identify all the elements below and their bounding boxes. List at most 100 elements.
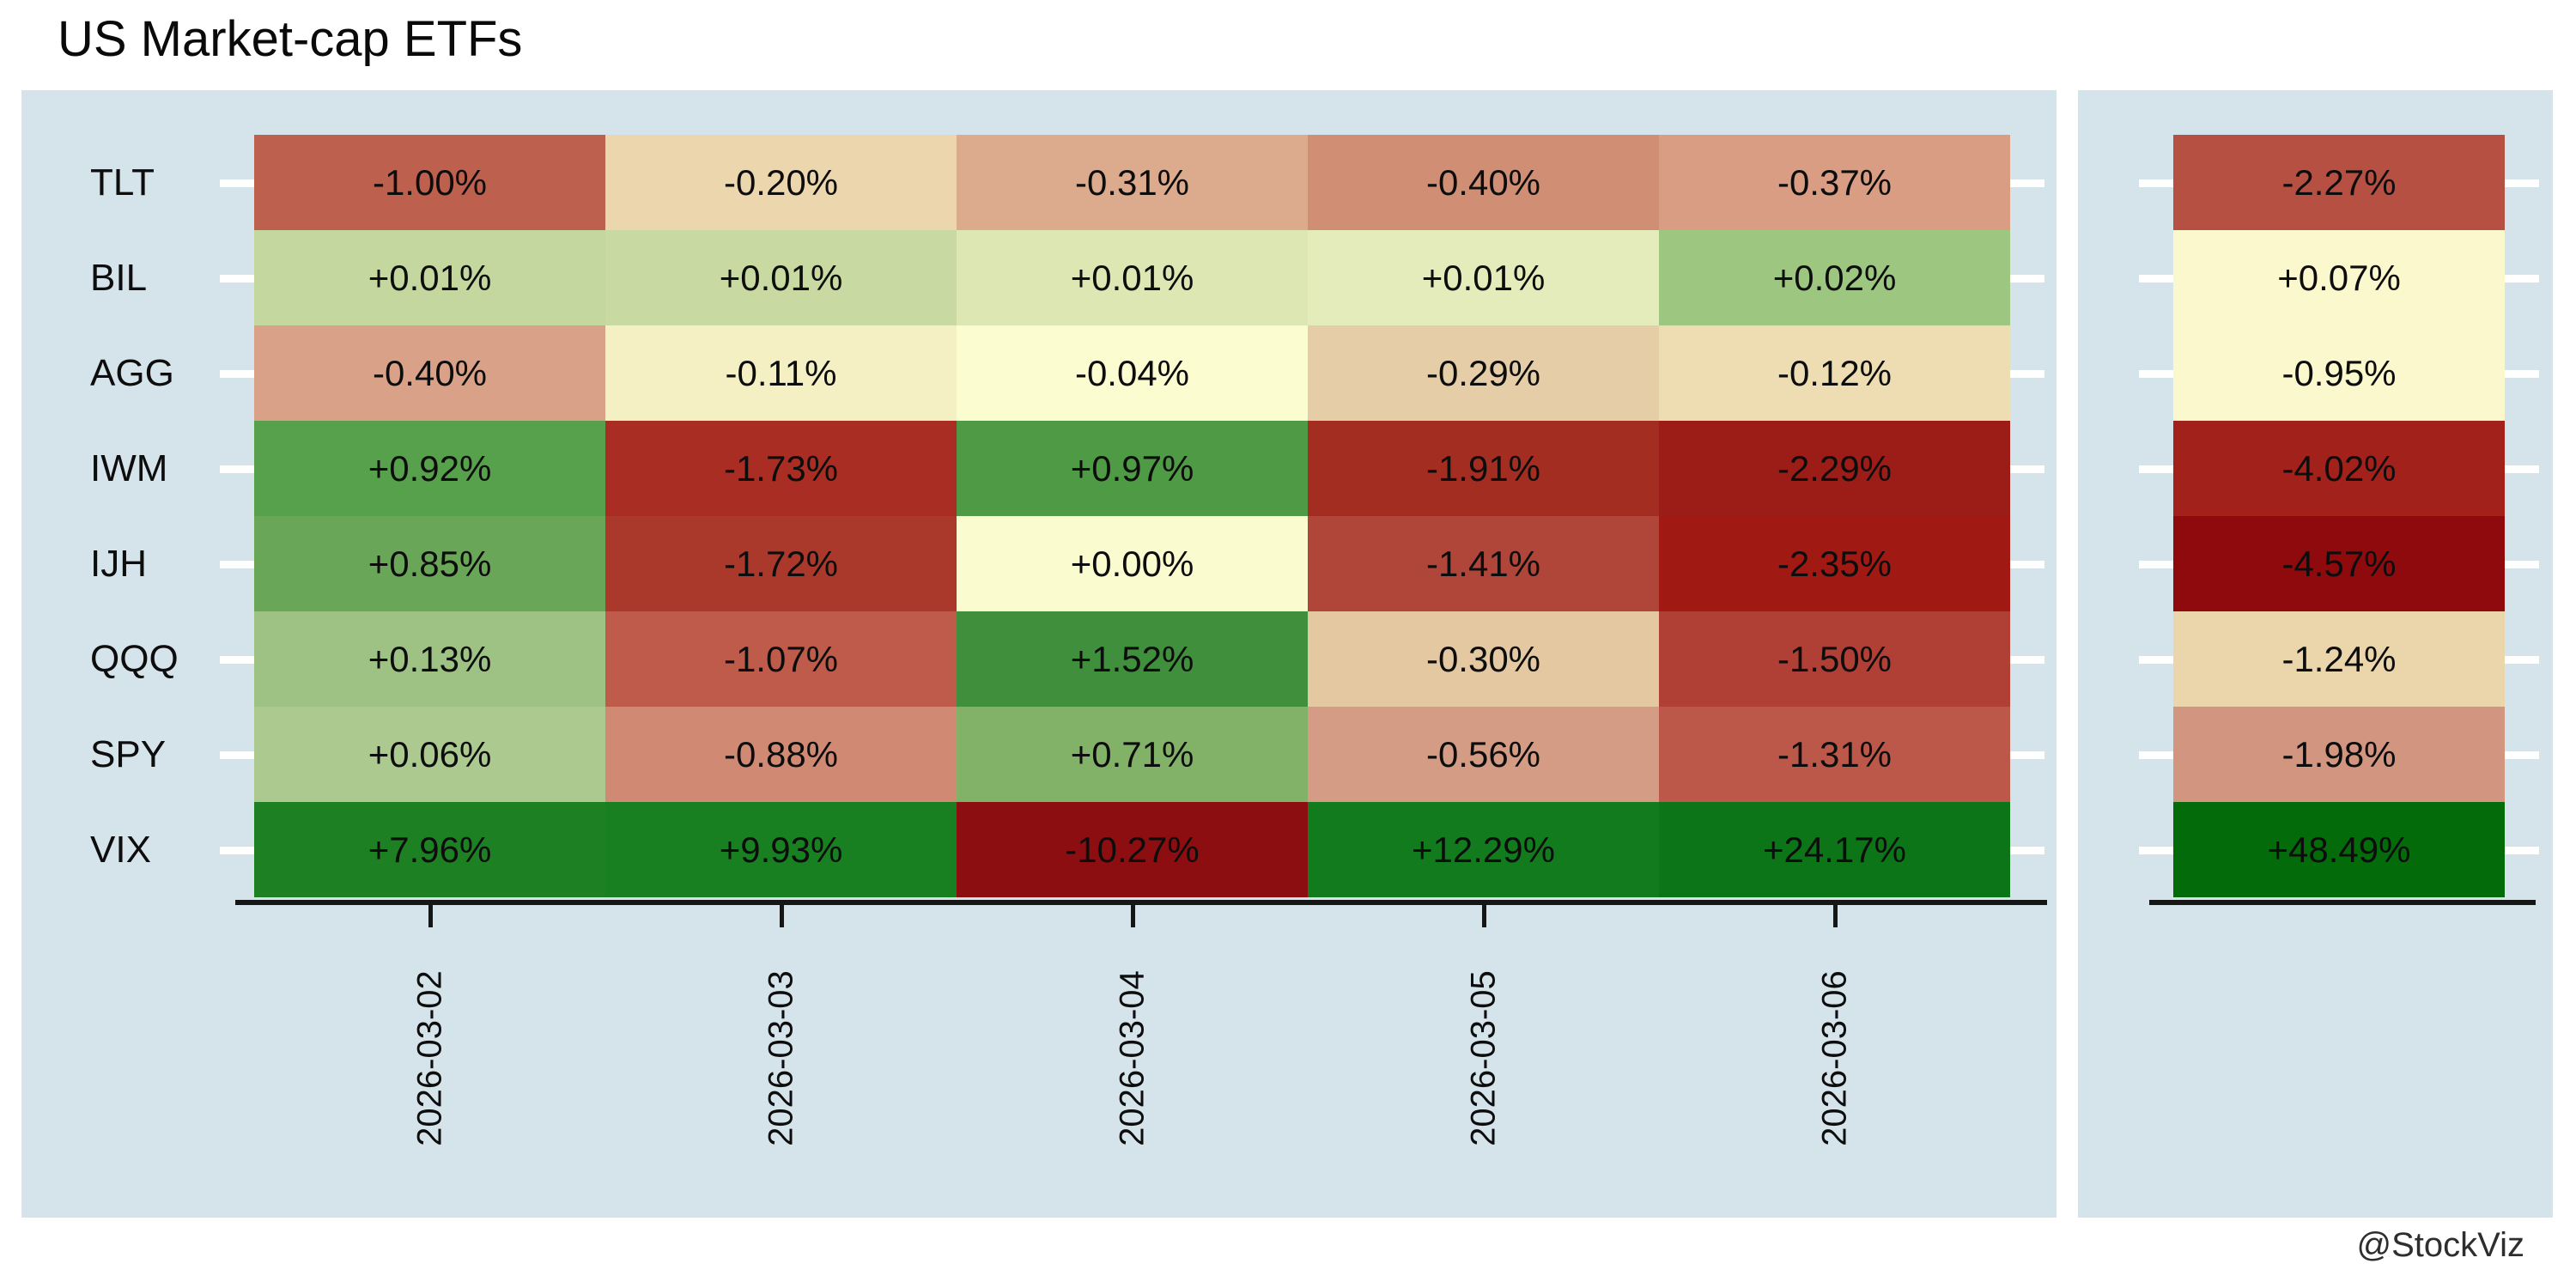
- date-label: 2026-03-05: [1464, 970, 1502, 1146]
- heatmap-cell: -1.41%: [1308, 516, 1659, 611]
- total-cell: -1.24%: [2173, 611, 2505, 707]
- tick-dash: [220, 750, 254, 759]
- heatmap-cell: -0.40%: [1308, 135, 1659, 230]
- tick-dash: [2139, 560, 2173, 568]
- heatmap-cell: -0.56%: [1308, 707, 1659, 802]
- page-title: US Market-cap ETFs: [58, 11, 523, 67]
- heatmap-cell: -10.27%: [957, 802, 1308, 897]
- heatmap-cell: -2.29%: [1659, 421, 2010, 516]
- date-label: 2026-03-02: [410, 970, 448, 1146]
- column-tick: [779, 903, 784, 927]
- tick-dash: [2505, 465, 2539, 473]
- tick-dash: [2505, 274, 2539, 283]
- heatmap-cell: +0.06%: [254, 707, 605, 802]
- tick-dash: [2139, 750, 2173, 759]
- heatmap-cell: +0.01%: [605, 230, 957, 325]
- heatmap-cell: +0.01%: [1308, 230, 1659, 325]
- heatmap-cell: +0.92%: [254, 421, 605, 516]
- total-cell: -4.57%: [2173, 516, 2505, 611]
- heatmap-cell: -0.11%: [605, 325, 957, 421]
- tick-dash: [2139, 655, 2173, 664]
- tick-dash: [2010, 274, 2044, 283]
- tick-dash: [2139, 846, 2173, 854]
- heatmap-cell: -0.29%: [1308, 325, 1659, 421]
- heatmap-cell: -1.00%: [254, 135, 605, 230]
- total-cell: +48.49%: [2173, 802, 2505, 897]
- tick-dash: [2010, 465, 2044, 473]
- tick-dash: [2139, 274, 2173, 283]
- date-label: 2026-03-03: [762, 970, 799, 1146]
- heatmap-cell: -0.30%: [1308, 611, 1659, 707]
- tick-dash: [220, 465, 254, 473]
- row-label: BIL: [90, 256, 148, 299]
- tick-dash: [220, 655, 254, 664]
- row-label: QQQ: [90, 637, 179, 680]
- tick-dash: [220, 369, 254, 378]
- tick-dash: [2010, 560, 2044, 568]
- heatmap-cell: +0.85%: [254, 516, 605, 611]
- row-label: IWM: [90, 447, 168, 489]
- heatmap-cell: +0.71%: [957, 707, 1308, 802]
- row-label: VIX: [90, 828, 151, 871]
- column-tick: [1481, 903, 1486, 927]
- heatmap-cell: +9.93%: [605, 802, 957, 897]
- tick-dash: [2139, 465, 2173, 473]
- heatmap-cell: +1.52%: [957, 611, 1308, 707]
- heatmap-cell: -0.31%: [957, 135, 1308, 230]
- total-axis-line: [2149, 900, 2536, 905]
- total-cell: -0.95%: [2173, 325, 2505, 421]
- tick-dash: [2505, 560, 2539, 568]
- row-label: AGG: [90, 351, 174, 394]
- heatmap-cell: -0.20%: [605, 135, 957, 230]
- heatmap-cell: -1.91%: [1308, 421, 1659, 516]
- heatmap-cell: -0.04%: [957, 325, 1308, 421]
- credit: @StockViz: [2356, 1226, 2525, 1264]
- heatmap-cell: +0.01%: [254, 230, 605, 325]
- column-tick: [428, 903, 433, 927]
- row-label: TLT: [90, 161, 155, 204]
- tick-dash: [2139, 369, 2173, 378]
- tick-dash: [2505, 846, 2539, 854]
- x-axis-line: [235, 900, 2047, 905]
- total-cell: -4.02%: [2173, 421, 2505, 516]
- tick-dash: [2010, 846, 2044, 854]
- heatmap-cell: +24.17%: [1659, 802, 2010, 897]
- heatmap-cell: -2.35%: [1659, 516, 2010, 611]
- column-tick: [1130, 903, 1135, 927]
- heatmap-cell: +0.02%: [1659, 230, 2010, 325]
- heatmap-cell: +0.00%: [957, 516, 1308, 611]
- heatmap-cell: -0.88%: [605, 707, 957, 802]
- row-label: SPY: [90, 732, 167, 775]
- date-label: 2026-03-06: [1815, 970, 1853, 1146]
- heatmap-cell: -0.40%: [254, 325, 605, 421]
- total-cell: -1.98%: [2173, 707, 2505, 802]
- heatmap-cell: -1.31%: [1659, 707, 2010, 802]
- heatmap-cell: +7.96%: [254, 802, 605, 897]
- tick-dash: [2505, 750, 2539, 759]
- tick-dash: [2505, 369, 2539, 378]
- tick-dash: [2139, 179, 2173, 187]
- heatmap-cell: -1.72%: [605, 516, 957, 611]
- row-label: IJH: [90, 542, 147, 585]
- tick-dash: [220, 274, 254, 283]
- tick-dash: [2010, 179, 2044, 187]
- column-tick: [1832, 903, 1838, 927]
- tick-dash: [220, 560, 254, 568]
- tick-dash: [2505, 655, 2539, 664]
- tick-dash: [2010, 750, 2044, 759]
- tick-dash: [2010, 369, 2044, 378]
- heatmap-cell: +0.13%: [254, 611, 605, 707]
- heatmap-cell: +12.29%: [1308, 802, 1659, 897]
- total-cell: +0.07%: [2173, 230, 2505, 325]
- tick-dash: [220, 179, 254, 187]
- heatmap-cell: -1.50%: [1659, 611, 2010, 707]
- tick-dash: [220, 846, 254, 854]
- total-cell: -2.27%: [2173, 135, 2505, 230]
- tick-dash: [2010, 655, 2044, 664]
- tick-dash: [2505, 179, 2539, 187]
- heatmap-cell: -0.12%: [1659, 325, 2010, 421]
- heatmap-cell: -1.07%: [605, 611, 957, 707]
- date-label: 2026-03-04: [1113, 970, 1151, 1146]
- heatmap-cell: +0.01%: [957, 230, 1308, 325]
